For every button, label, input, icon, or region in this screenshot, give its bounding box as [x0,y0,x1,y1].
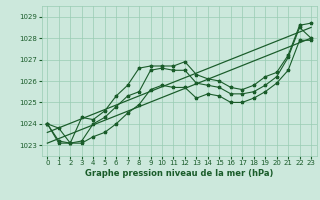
X-axis label: Graphe pression niveau de la mer (hPa): Graphe pression niveau de la mer (hPa) [85,169,273,178]
